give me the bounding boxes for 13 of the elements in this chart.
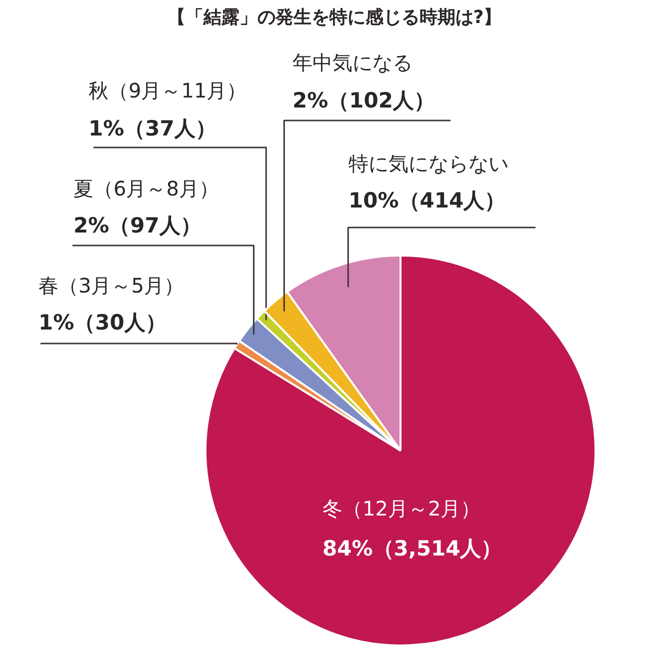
- slice-label: 年中気になる: [292, 50, 412, 74]
- slice-label: 春（3月～5月）: [38, 274, 184, 298]
- slice-label: 秋（9月～11月）: [88, 78, 247, 102]
- data-label: 2%（102人）: [292, 88, 435, 112]
- chart-title: 【「結露」の発生を特に感じる時期は?】: [167, 7, 502, 28]
- slice-label: 冬（12月～2月）: [322, 496, 481, 520]
- data-label: 1%（30人）: [38, 310, 166, 334]
- slice-label: 夏（6月～8月）: [74, 176, 219, 200]
- data-label: 10%（414人）: [348, 188, 506, 212]
- data-label: 2%（97人）: [74, 214, 202, 238]
- data-label: 1%（37人）: [88, 116, 216, 140]
- slice-label: 特に気にならない: [348, 152, 508, 176]
- data-label: 84%（3,514人）: [322, 536, 502, 560]
